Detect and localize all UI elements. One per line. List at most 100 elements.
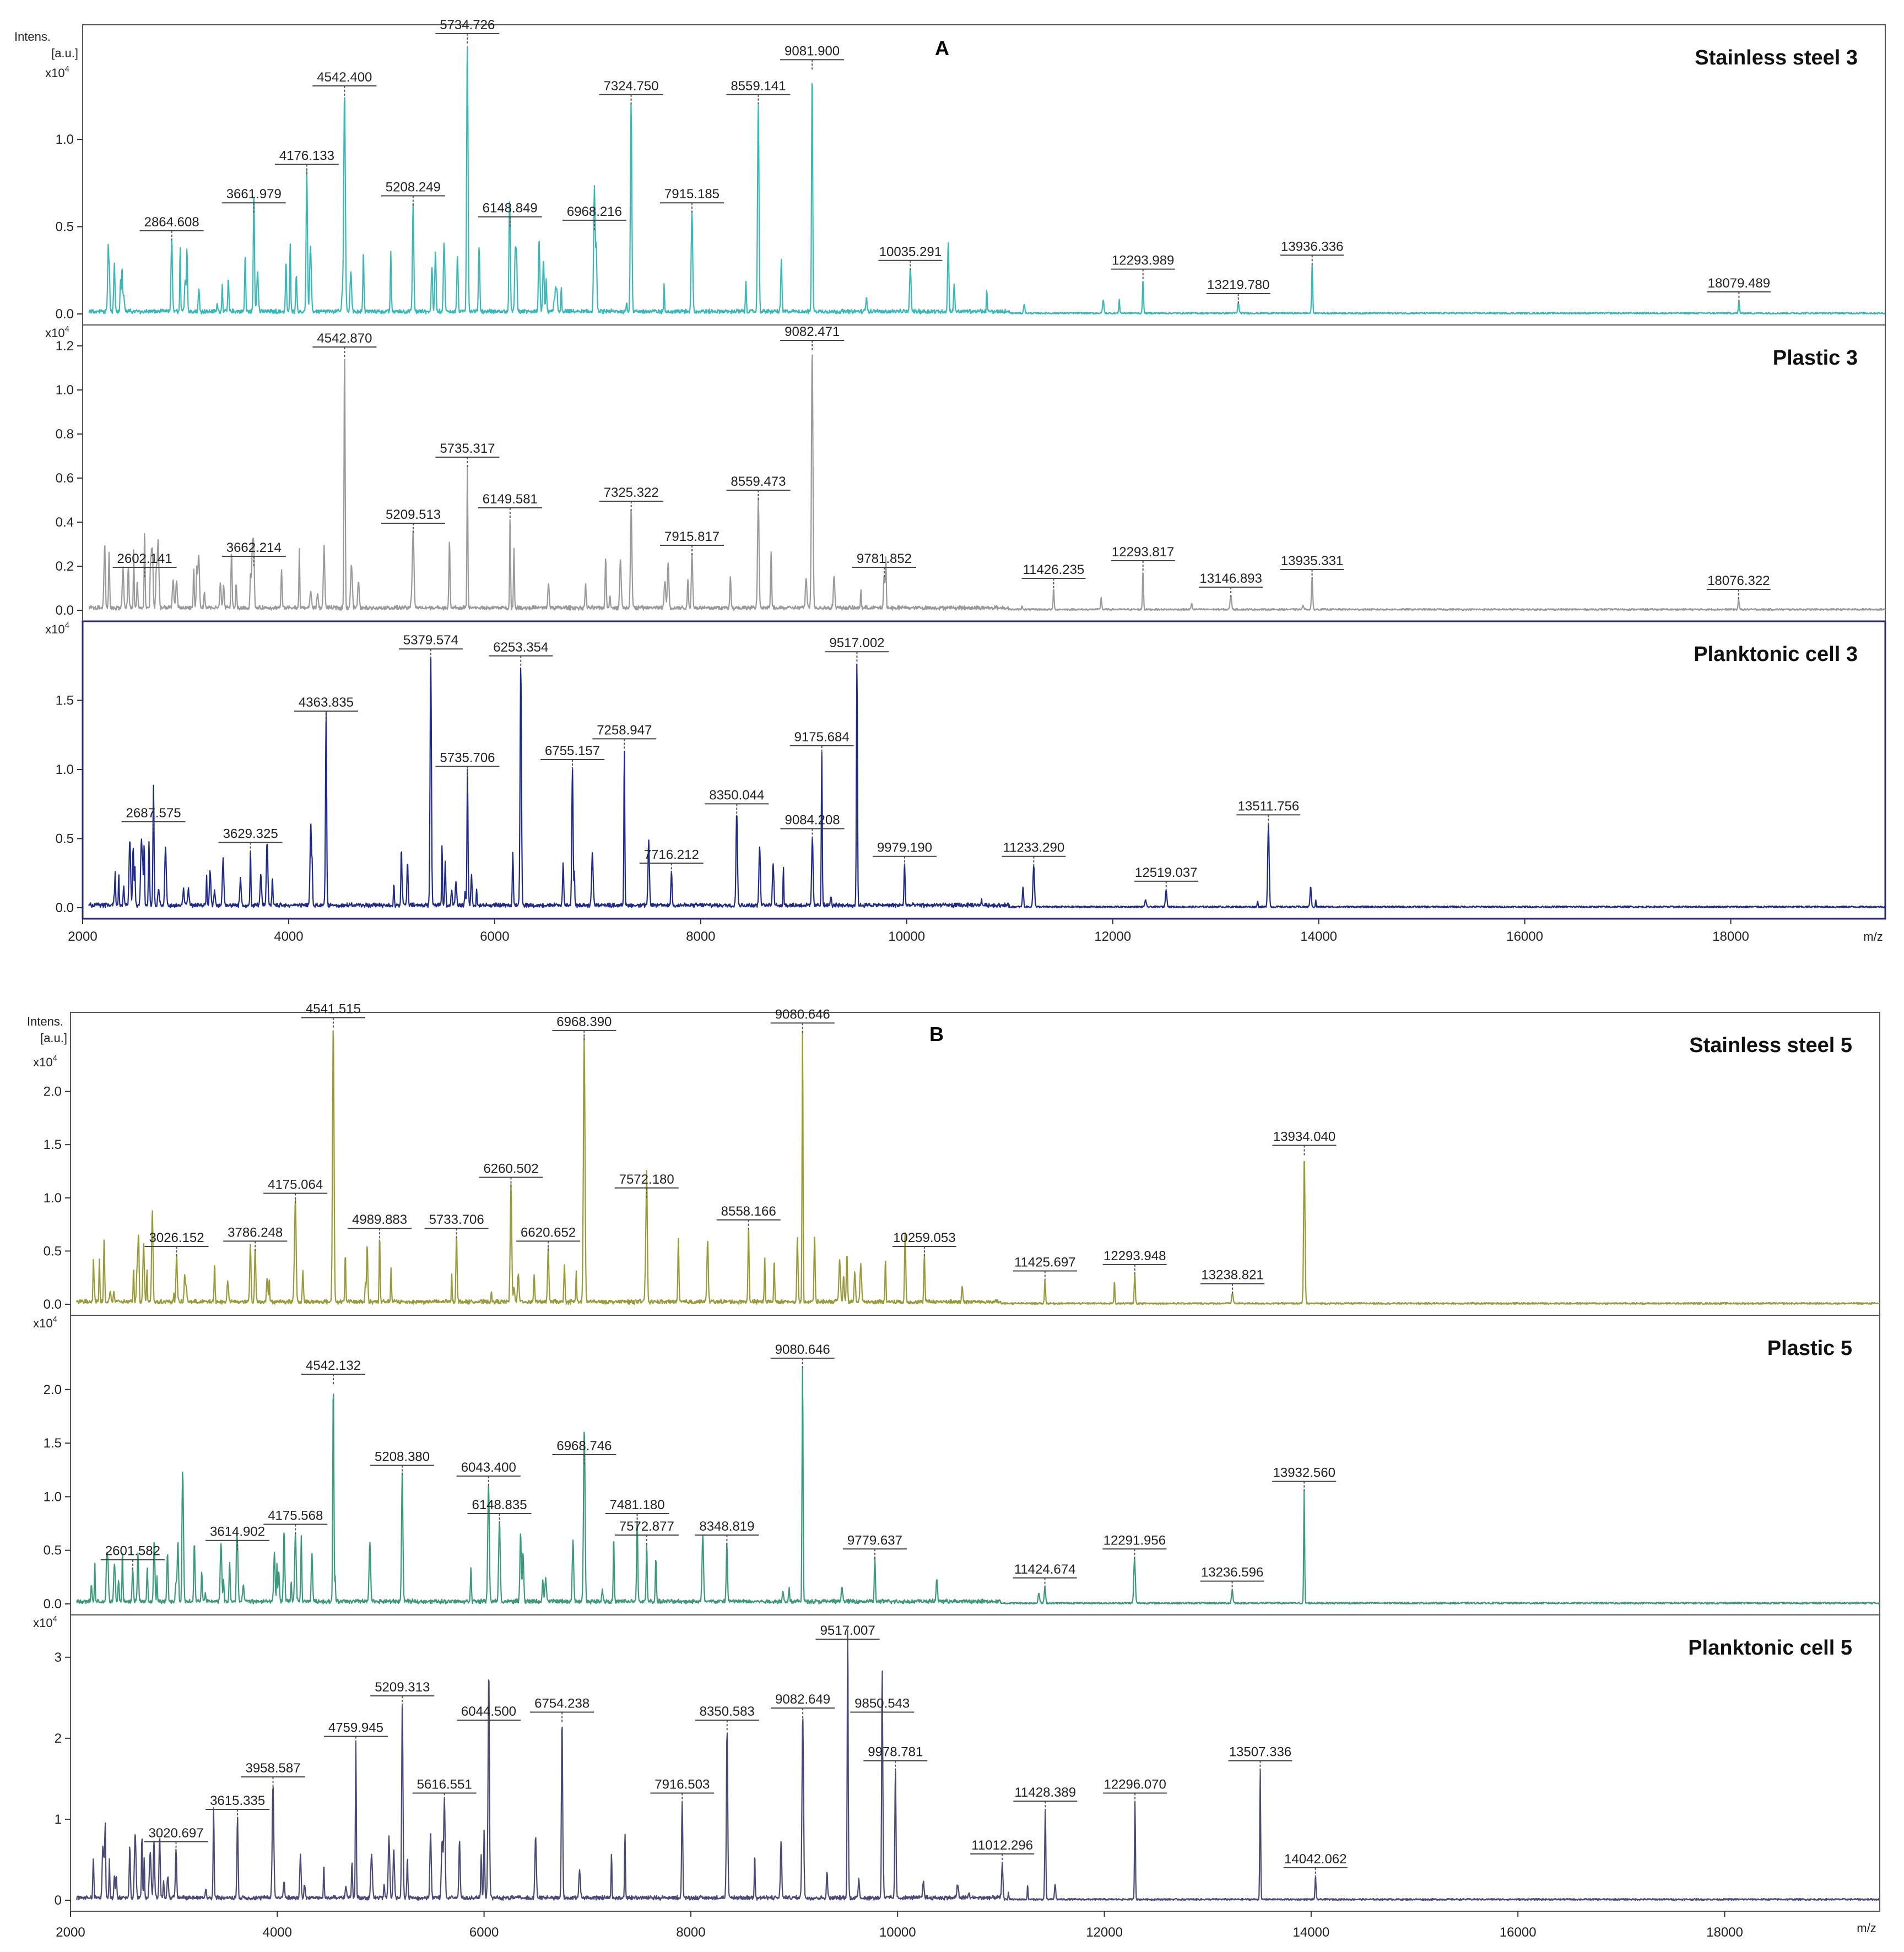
panel-name-label: Plastic 3 bbox=[1773, 346, 1858, 370]
peak-label: 7324.750 bbox=[604, 79, 659, 94]
peak-label: 3958.587 bbox=[245, 1761, 300, 1776]
group-a-xlabel: m/z bbox=[1863, 930, 1883, 944]
y-tick-label: 0.5 bbox=[44, 1543, 62, 1558]
peak-label: 4542.870 bbox=[317, 331, 372, 346]
multiplier-exponent: 4 bbox=[53, 1054, 57, 1063]
x-tick-label: 4000 bbox=[274, 929, 303, 944]
peak-label: 12293.989 bbox=[1112, 253, 1174, 268]
group-a-ylabel-line1: Intens. bbox=[14, 30, 51, 44]
peak-label: 12291.956 bbox=[1104, 1533, 1166, 1548]
peak-label: 9779.637 bbox=[847, 1533, 902, 1548]
peak-label: 11425.697 bbox=[1014, 1255, 1076, 1270]
peak-label: 2687.575 bbox=[126, 806, 181, 821]
x-tick-label: 4000 bbox=[263, 1925, 292, 1940]
spectrum-trace-planktonic-cell-5 bbox=[76, 1629, 1880, 1901]
peak-label: 18076.322 bbox=[1707, 573, 1770, 588]
x-tick-label: 6000 bbox=[480, 929, 509, 944]
y-tick-label: 0.8 bbox=[56, 427, 74, 442]
peak-label: 6754.238 bbox=[534, 1696, 589, 1711]
peak-label: 6260.502 bbox=[483, 1161, 538, 1176]
x-tick-label: 14000 bbox=[1293, 1925, 1330, 1940]
peak-label: 3662.214 bbox=[226, 540, 282, 555]
panel-frame-1-2 bbox=[70, 1614, 1880, 1912]
peak-label: 4542.400 bbox=[317, 70, 372, 85]
peak-label: 12293.948 bbox=[1104, 1249, 1166, 1264]
y-tick-label: 1.0 bbox=[56, 132, 74, 147]
panel-multiplier-label: x104 bbox=[45, 621, 69, 636]
y-tick-label: 1.0 bbox=[56, 383, 74, 398]
peak-label: 8558.166 bbox=[721, 1204, 776, 1219]
multiplier-exponent: 4 bbox=[65, 621, 69, 630]
peak-label: 8350.044 bbox=[709, 788, 764, 803]
peak-label: 7716.212 bbox=[644, 847, 699, 862]
panel-name-label: Planktonic cell 5 bbox=[1688, 1636, 1852, 1660]
group-a-letter: A bbox=[935, 37, 949, 59]
group-b-ylabel-line1: Intens. bbox=[27, 1015, 63, 1028]
x-tick-label: 12000 bbox=[1094, 929, 1131, 944]
peak-label: 7481.180 bbox=[610, 1498, 665, 1512]
x-tick-label: 10000 bbox=[879, 1925, 916, 1940]
peak-label: 4542.132 bbox=[306, 1358, 361, 1373]
peak-label: 6755.157 bbox=[545, 744, 600, 758]
peak-label: 7915.185 bbox=[664, 187, 720, 202]
peak-label: 13936.336 bbox=[1281, 239, 1343, 254]
panel-name-label: Planktonic cell 3 bbox=[1694, 643, 1858, 666]
x-tick-label: 10000 bbox=[888, 929, 925, 944]
peak-label: 9082.649 bbox=[775, 1692, 830, 1707]
peak-label: 5735.317 bbox=[440, 441, 495, 456]
y-tick-label: 1.5 bbox=[44, 1436, 62, 1451]
peak-label: 8559.141 bbox=[731, 79, 786, 94]
y-tick-label: 3 bbox=[55, 1650, 62, 1665]
peak-label: 9081.900 bbox=[785, 44, 840, 58]
peak-label: 3786.248 bbox=[228, 1225, 283, 1240]
peak-label: 3661.979 bbox=[226, 187, 282, 202]
peak-label: 7258.947 bbox=[597, 723, 652, 738]
peak-label: 3629.325 bbox=[223, 827, 278, 842]
x-tick-label: 6000 bbox=[469, 1925, 499, 1940]
multiplier-exponent: 4 bbox=[65, 64, 69, 74]
x-tick-label: 2000 bbox=[56, 1925, 85, 1940]
peak-label: 6968.390 bbox=[556, 1015, 612, 1029]
multiplier-exponent: 4 bbox=[53, 1614, 57, 1624]
peak-label: 6968.746 bbox=[556, 1439, 612, 1454]
spectrum-trace-plastic-5 bbox=[76, 1368, 1880, 1605]
spectrum-trace-planktonic-cell-3 bbox=[88, 657, 1886, 909]
group-b-ylabel-line2: [a.u.] bbox=[40, 1031, 67, 1045]
peak-label: 4175.568 bbox=[268, 1509, 323, 1523]
peak-label: 11426.235 bbox=[1023, 562, 1085, 577]
group-a-ylabel-line2: [a.u.] bbox=[51, 46, 78, 60]
x-tick-label: 18000 bbox=[1712, 929, 1749, 944]
y-tick-label: 2.0 bbox=[44, 1085, 62, 1099]
panel-name-label: Plastic 5 bbox=[1767, 1337, 1852, 1360]
peak-label: 5379.574 bbox=[403, 633, 458, 648]
peak-label: 11428.389 bbox=[1014, 1785, 1076, 1800]
y-tick-label: 1 bbox=[55, 1812, 62, 1827]
peak-label: 7325.322 bbox=[604, 485, 659, 500]
y-tick-label: 0.5 bbox=[44, 1244, 62, 1259]
peak-label: 3615.335 bbox=[210, 1793, 265, 1808]
peak-label: 5209.313 bbox=[375, 1680, 430, 1695]
peak-label: 8559.473 bbox=[731, 474, 786, 489]
peak-label: 5208.249 bbox=[386, 180, 441, 195]
peak-label: 13932.560 bbox=[1273, 1466, 1335, 1481]
peak-label: 13934.040 bbox=[1273, 1130, 1335, 1145]
y-tick-label: 0.0 bbox=[44, 1597, 62, 1612]
peak-label: 4363.835 bbox=[299, 695, 354, 710]
peak-label: 9517.002 bbox=[829, 636, 884, 650]
x-tick-label: 16000 bbox=[1500, 1925, 1537, 1940]
x-tick-label: 8000 bbox=[676, 1925, 705, 1940]
peak-label: 9517.007 bbox=[820, 1623, 875, 1638]
y-tick-label: 0.5 bbox=[56, 832, 74, 847]
peak-label: 7572.180 bbox=[619, 1172, 674, 1187]
peak-label: 11233.290 bbox=[1003, 841, 1065, 855]
peak-label: 6148.849 bbox=[483, 201, 538, 216]
y-tick-label: 0.0 bbox=[44, 1297, 62, 1312]
peak-label: 6044.500 bbox=[461, 1704, 516, 1719]
peak-label: 6253.354 bbox=[493, 640, 548, 655]
group-b-xlabel: m/z bbox=[1857, 1921, 1876, 1935]
peak-label: 13236.596 bbox=[1201, 1565, 1263, 1580]
peak-label: 9080.646 bbox=[775, 1007, 830, 1022]
x-tick-label: 12000 bbox=[1086, 1925, 1123, 1940]
